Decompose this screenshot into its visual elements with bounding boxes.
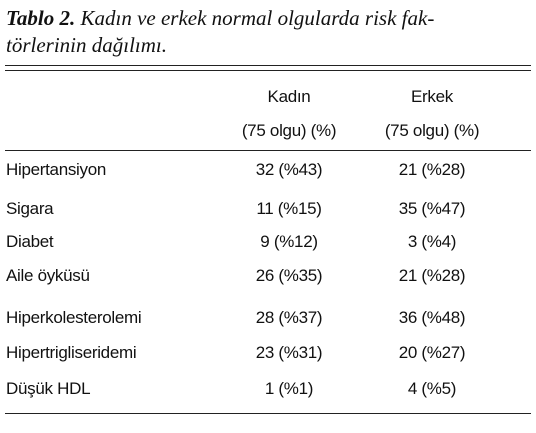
- title-line: Kadın ve erkek normal olgularda risk fak…: [80, 6, 435, 30]
- row-label: Hipertansiyon: [6, 160, 107, 179]
- cell: 20 (%27): [398, 343, 466, 362]
- cell: 26 (%35): [255, 266, 323, 285]
- row-label: Sigara: [6, 199, 54, 218]
- column-header: Kadın: [267, 87, 311, 106]
- row-label: Hipertrigliseridemi: [6, 343, 137, 362]
- top-rule: [5, 70, 531, 71]
- cell: 11 (%15): [256, 199, 322, 218]
- cell: 21 (%28): [398, 160, 466, 179]
- cell: 3 (%4): [407, 232, 457, 251]
- cell: 36 (%48): [398, 308, 466, 327]
- cell: 1 (%1): [264, 379, 314, 398]
- row-label: Hiperkolesterolemi: [6, 308, 142, 327]
- cell: 28 (%37): [255, 308, 323, 327]
- row-label: Düşük HDL: [6, 379, 91, 398]
- top-rule: [5, 65, 531, 66]
- row-label: Diabet: [6, 232, 54, 251]
- row-label: Aile öyküsü: [6, 266, 90, 285]
- table-title: Tablo 2. Kadın ve erkek normal olgularda…: [6, 6, 434, 31]
- cell: 23 (%31): [255, 343, 323, 362]
- column-header: (75 olgu) (%): [384, 121, 480, 140]
- column-header: Erkek: [411, 87, 453, 106]
- bottom-rule: [5, 413, 531, 414]
- cell: 9 (%12): [260, 232, 318, 251]
- column-header: (75 olgu) (%): [241, 121, 337, 140]
- cell: 4 (%5): [407, 379, 457, 398]
- cell: 35 (%47): [398, 199, 466, 218]
- title-line: törlerinin dağılımı.: [6, 33, 168, 57]
- cell: 32 (%43): [255, 160, 323, 179]
- cell: 21 (%28): [398, 266, 466, 285]
- table-label: Tablo 2.: [6, 6, 76, 30]
- header-rule: [5, 150, 531, 151]
